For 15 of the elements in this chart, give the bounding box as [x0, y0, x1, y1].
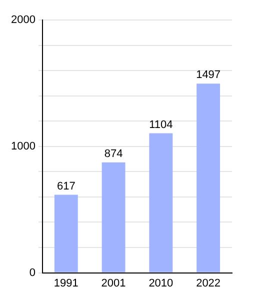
bar	[196, 84, 220, 272]
x-tick-label: 2010	[148, 277, 174, 290]
bar	[102, 162, 126, 272]
bar	[149, 133, 173, 272]
data-label: 1104	[149, 118, 173, 131]
bar	[54, 194, 78, 272]
x-tick-label: 1991	[54, 277, 78, 290]
y-tick-label: 0	[29, 266, 36, 279]
data-label: 617	[56, 180, 76, 192]
x-tick-label: 2001	[101, 277, 126, 290]
data-label: 1497	[196, 69, 221, 82]
x-tick-label: 2022	[196, 277, 221, 290]
y-tick-label: 1000	[10, 140, 36, 152]
data-label: 874	[104, 148, 123, 160]
y-tick-label: 2000	[10, 14, 36, 26]
